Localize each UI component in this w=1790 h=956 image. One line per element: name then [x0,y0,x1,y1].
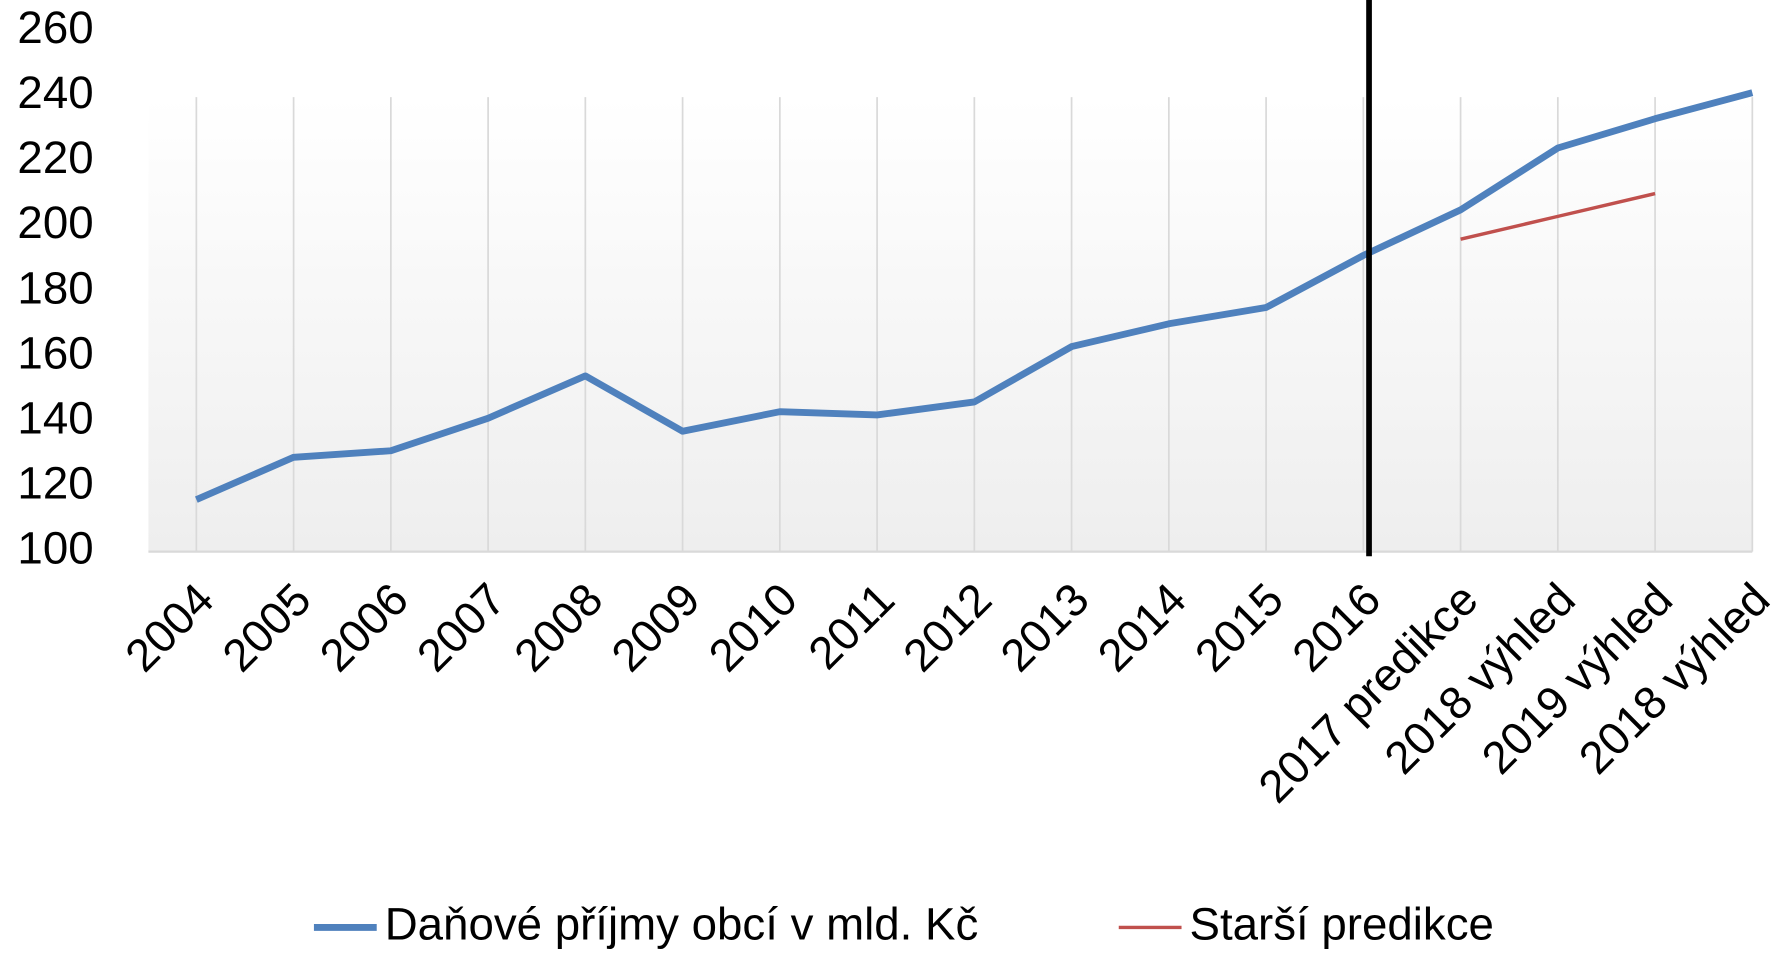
y-tick-label: 220 [17,132,93,183]
x-tick-label: 2013 [991,573,1099,681]
x-tick-label: 2015 [1185,573,1293,681]
x-tick-label: 2009 [602,573,710,681]
legend-label: Daňové příjmy obcí v mld. Kč [385,899,979,950]
x-tick-label: 2007 [407,573,515,681]
y-tick-label: 140 [17,393,93,444]
y-tick-label: 240 [17,67,93,118]
y-tick-label: 100 [17,523,93,574]
x-tick-label: 2012 [893,573,1001,681]
x-tick-label: 2008 [504,573,612,681]
x-tick-label: 2005 [213,573,321,681]
y-tick-label: 180 [17,262,93,313]
plot-background [148,97,1753,552]
series-line [1460,191,1656,241]
y-tick-label: 160 [17,327,93,378]
y-tick-label: 120 [17,458,93,509]
x-tick-label: 2004 [116,573,224,681]
x-tick-label: 2011 [799,573,904,679]
x-tick-label: 2010 [699,573,807,681]
y-tick-label: 200 [17,197,93,248]
x-tick-label: 2014 [1088,573,1196,681]
legend-label: Starší predikce [1190,899,1494,950]
x-tick-label: 2006 [310,573,418,681]
series-line [194,89,1754,503]
y-tick-label: 260 [17,2,93,53]
